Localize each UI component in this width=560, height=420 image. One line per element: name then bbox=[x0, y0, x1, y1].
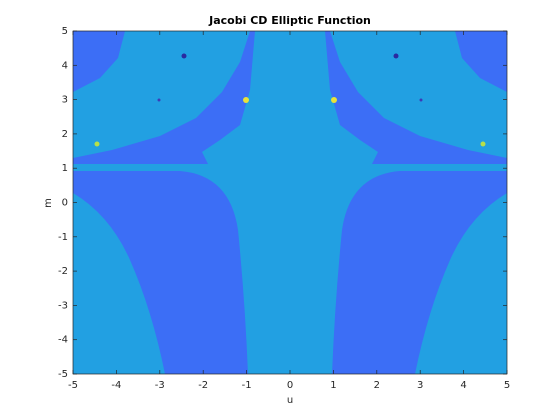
y-axis-label: m bbox=[43, 198, 54, 208]
x-tick-label: 1 bbox=[330, 380, 336, 391]
region-light bbox=[330, 31, 507, 158]
region-light bbox=[73, 31, 250, 158]
region-light bbox=[415, 193, 507, 374]
y-tick-label: -4 bbox=[58, 335, 68, 346]
peak-markers bbox=[94, 53, 486, 147]
region-light bbox=[73, 164, 507, 171]
chart-title: Jacobi CD Elliptic Function bbox=[208, 14, 371, 27]
region-light bbox=[73, 193, 165, 374]
x-tick-label: -4 bbox=[111, 380, 121, 391]
x-tick-label: 4 bbox=[460, 380, 466, 391]
x-tick-label: -1 bbox=[242, 380, 252, 391]
x-tick-label: -2 bbox=[198, 380, 208, 391]
y-tick-label: 5 bbox=[62, 26, 68, 37]
y-tick-label: 2 bbox=[62, 129, 68, 140]
x-tick-label: 5 bbox=[504, 380, 510, 391]
x-tick-label: 2 bbox=[374, 380, 380, 391]
y-tick-label: -3 bbox=[58, 300, 68, 311]
y-tick-label: 0 bbox=[62, 198, 68, 209]
x-tick-label: -5 bbox=[68, 380, 78, 391]
y-tick-label: 1 bbox=[62, 163, 68, 174]
x-tick-label: -3 bbox=[155, 380, 165, 391]
region-light bbox=[180, 169, 400, 374]
x-tick-label: 3 bbox=[417, 380, 423, 391]
x-axis-label: u bbox=[287, 395, 293, 406]
x-tick-label: 0 bbox=[287, 380, 293, 391]
region-light bbox=[202, 31, 378, 164]
y-tick-label: 3 bbox=[62, 95, 68, 106]
y-tick-label: -1 bbox=[58, 232, 68, 243]
y-tick-label: 4 bbox=[62, 60, 68, 71]
y-tick-label: -5 bbox=[58, 369, 68, 380]
contour-fill bbox=[73, 31, 507, 374]
y-tick-label: -2 bbox=[58, 266, 68, 277]
